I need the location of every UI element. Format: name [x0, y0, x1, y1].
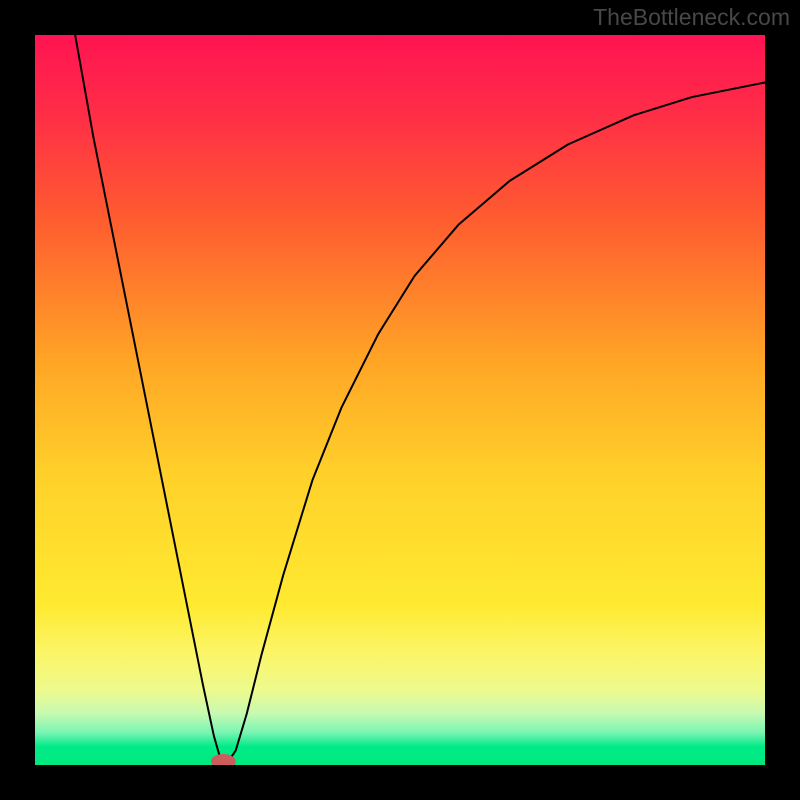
bottleneck-chart	[35, 35, 765, 765]
gradient-background	[35, 35, 765, 765]
watermark-label: TheBottleneck.com	[593, 4, 790, 31]
chart-container: TheBottleneck.com	[0, 0, 800, 800]
plot-area	[35, 35, 765, 765]
